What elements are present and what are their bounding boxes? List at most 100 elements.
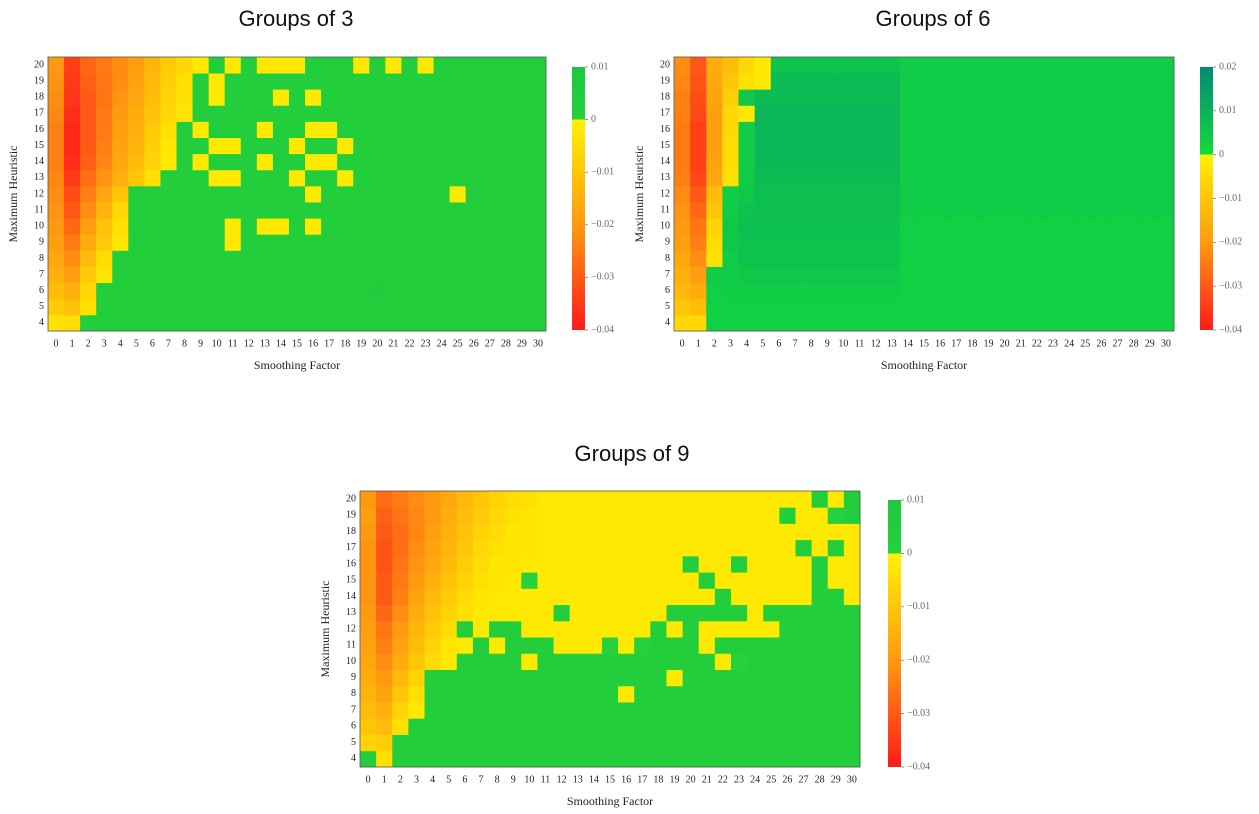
heat-cell [505,588,522,606]
heat-cell [666,620,683,638]
heat-cell [1141,121,1159,138]
heat-cell [208,137,226,155]
heat-cell [883,73,901,90]
heat-cell [505,653,522,670]
heat-cell [369,234,386,251]
heat-cell [786,105,804,122]
heat-cell [1061,153,1078,171]
x-tick-label: 28 [815,774,825,785]
heat-cell [747,685,764,703]
heat-cell [666,637,683,654]
heat-cell [1125,314,1143,332]
heat-cell [288,202,306,219]
heat-cell [1044,153,1062,171]
heat-cell [899,57,917,74]
heat-cell [779,702,796,719]
y-tick-label: 14 [346,591,356,602]
heat-cell [497,234,515,251]
heat-cell [1044,105,1062,122]
heat-cell [128,121,145,138]
heat-cell [497,153,515,171]
heat-cell [240,105,258,122]
heat-cell [481,121,499,138]
heat-cell [472,491,490,508]
heat-cell [867,282,885,300]
heat-cell [465,298,483,316]
heat-cell [738,89,756,106]
heat-cell [96,234,113,251]
heat-cell [1077,73,1094,90]
x-tick-label: 5 [134,338,139,349]
y-tick-label: 10 [660,221,670,232]
heat-cell [553,620,571,638]
heat-cell [803,250,820,267]
heat-cell [353,218,370,235]
heat-cell [763,685,780,703]
y-tick-label: 18 [34,92,44,103]
heat-cell [1125,121,1143,138]
heat-cell [634,555,651,573]
heat-cell [272,105,290,122]
heat-cell [754,169,772,187]
heat-cell [730,718,748,735]
heat-cell [481,185,499,203]
heat-cell [1028,298,1046,316]
y-tick-label: 12 [34,188,44,199]
heat-cell [867,73,885,90]
heat-cell [208,185,226,203]
heat-cell [1044,137,1062,155]
heat-cell [618,572,635,589]
heat-cell [601,653,619,670]
heat-cell [964,298,981,316]
heat-cell [618,750,635,768]
heat-cell [424,539,442,557]
heat-cell [160,89,177,106]
colorbar-tick-label: 0.01 [907,494,925,505]
heat-cell [1157,234,1175,251]
y-axis-label: Maximum Heuristic [6,146,20,243]
x-tick-label: 27 [799,774,809,785]
colorbar-tick-label: 0.02 [1219,61,1237,72]
heat-cell [408,539,425,557]
heat-cell [401,153,418,171]
colorbar-tick-label: 0 [1219,149,1224,160]
heat-cell [489,734,506,752]
heat-cell [1093,57,1110,74]
heat-cell [795,734,813,752]
heat-cell [763,702,780,719]
heat-cell [964,57,981,74]
heat-cell [505,734,522,752]
heat-cell [1157,314,1175,332]
heat-cell [64,218,81,235]
heat-cell [835,169,852,187]
heat-cell [1125,153,1143,171]
heat-cell [706,73,723,90]
heat-cell [224,105,242,122]
heat-cell [449,121,467,138]
heat-cell [1093,298,1110,316]
heat-cell [360,507,377,524]
heat-cell [1093,105,1110,122]
heat-cell [401,234,418,251]
heat-cell [337,185,354,203]
x-tick-label: 20 [372,338,382,349]
heat-cell [376,637,393,654]
y-tick-label: 16 [346,558,356,569]
heat-cell [472,702,490,719]
heat-cell [408,637,425,654]
heat-cell [489,604,506,622]
heat-cell [1012,89,1030,106]
x-tick-label: 0 [680,338,685,349]
heat-cell [112,266,129,284]
colorbar-tick-label: −0.03 [907,708,930,719]
heat-cell [867,121,885,138]
heat-cell [835,137,852,155]
y-tick-label: 13 [346,607,356,618]
heat-cell [513,169,531,187]
plot-frame [359,490,861,768]
heat-cell [305,250,322,267]
colorbar [572,67,585,330]
heat-cell [786,137,804,155]
colorbar [888,500,901,767]
heat-cell [433,202,451,219]
